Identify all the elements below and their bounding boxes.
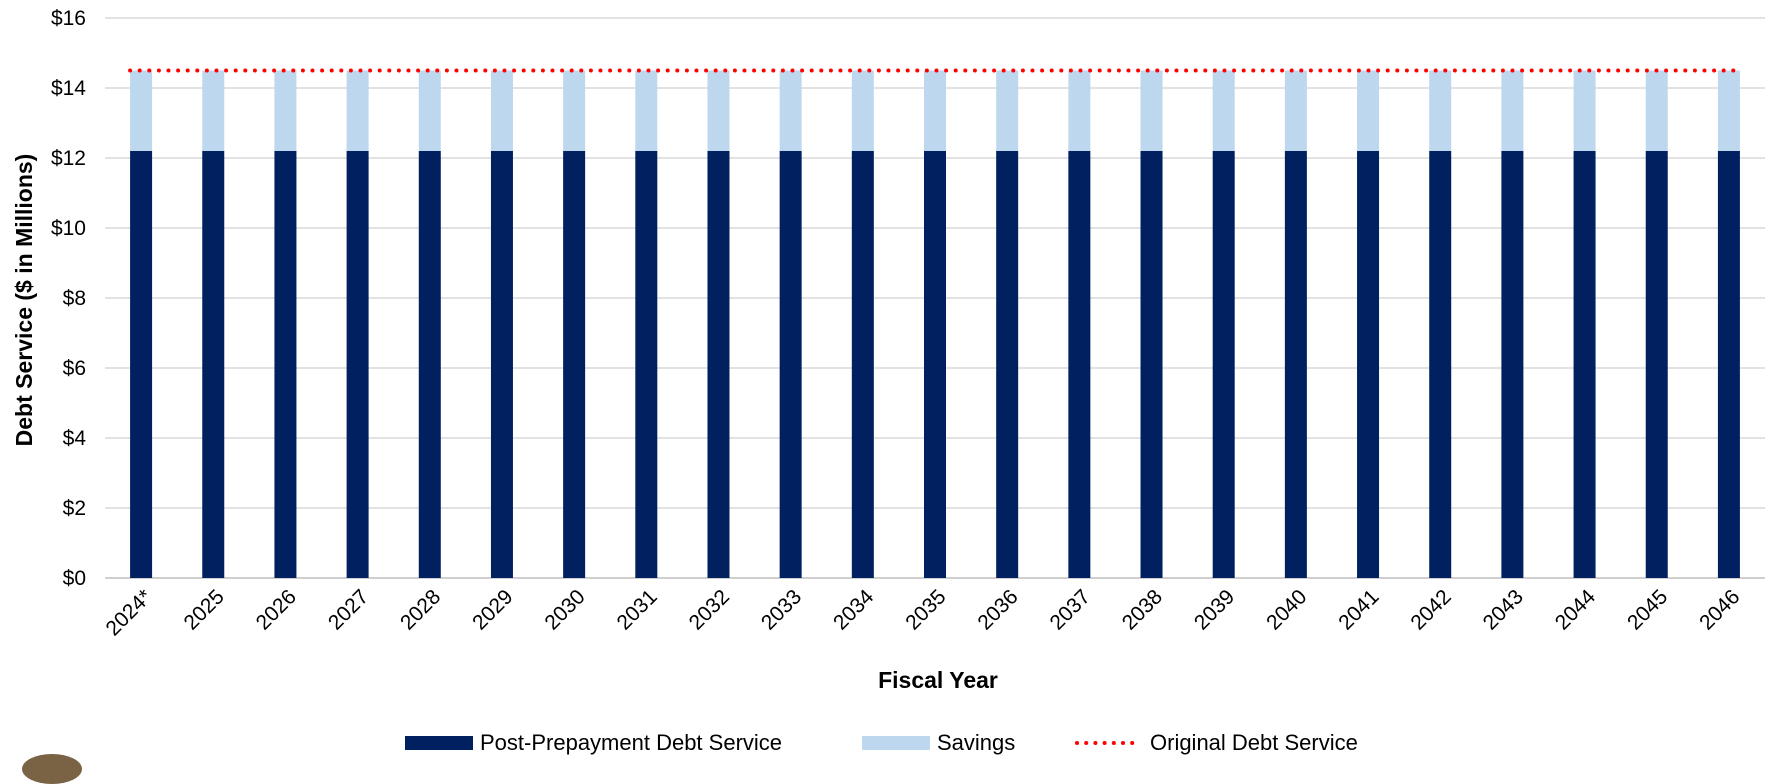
savings-bar bbox=[1717, 70, 1740, 151]
savings-bar bbox=[1140, 70, 1163, 151]
post-prepayment-bar bbox=[418, 151, 441, 578]
post-prepayment-bar bbox=[1284, 151, 1307, 578]
post-prepayment-bar bbox=[1501, 151, 1524, 578]
post-prepayment-bar bbox=[635, 151, 658, 578]
post-prepayment-bar bbox=[202, 151, 225, 578]
y-axis-title: Debt Service ($ in Millions) bbox=[11, 154, 37, 447]
debt-service-chart: $0 $2 $4 $6 $8 $10 $12 $14 $16 2024* 2025 2026 2027… bbox=[11, 7, 1765, 784]
x-tick-label: 2039 bbox=[1190, 585, 1239, 634]
savings-bar bbox=[490, 70, 513, 151]
savings-bar bbox=[707, 70, 730, 151]
y-tick-label: $12 bbox=[51, 147, 86, 170]
post-prepayment-bar bbox=[1140, 151, 1163, 578]
savings-bar bbox=[851, 70, 874, 151]
x-tick-label: 2040 bbox=[1262, 585, 1311, 634]
x-tick-label: 2043 bbox=[1479, 585, 1528, 634]
x-tick-label: 2032 bbox=[685, 585, 734, 634]
savings-bar bbox=[274, 70, 297, 151]
x-tick-label: 2031 bbox=[613, 585, 662, 634]
x-tick-label: 2041 bbox=[1334, 585, 1383, 634]
x-tick-label: 2044 bbox=[1551, 585, 1601, 635]
savings-bar bbox=[130, 70, 153, 151]
y-tick-label: $2 bbox=[63, 497, 86, 520]
x-tick-label: 2025 bbox=[179, 585, 228, 634]
savings-bar bbox=[996, 70, 1019, 151]
savings-bar bbox=[1645, 70, 1668, 151]
legend-label: Savings bbox=[937, 730, 1015, 755]
savings-bar bbox=[346, 70, 369, 151]
savings-bar bbox=[1212, 70, 1235, 151]
post-prepayment-bar bbox=[1717, 151, 1740, 578]
legend-swatch bbox=[405, 736, 473, 750]
y-tick-label: $16 bbox=[51, 7, 86, 30]
savings-bar bbox=[779, 70, 802, 151]
chart-svg: $0 $2 $4 $6 $8 $10 $12 $14 $16 2024* 2025 2026 2027… bbox=[11, 7, 1765, 755]
x-tick-label: 2029 bbox=[468, 585, 517, 634]
y-tick-label: $8 bbox=[63, 287, 86, 310]
savings-bar bbox=[418, 70, 441, 151]
x-tick-label: 2027 bbox=[324, 585, 373, 634]
post-prepayment-bar bbox=[346, 151, 369, 578]
y-tick-label: $10 bbox=[51, 217, 86, 240]
y-tick-label: $0 bbox=[63, 567, 86, 590]
legend-swatch bbox=[862, 736, 930, 750]
post-prepayment-bar bbox=[1212, 151, 1235, 578]
savings-bar bbox=[1573, 70, 1596, 151]
x-tick-label: 2034 bbox=[829, 585, 879, 635]
post-prepayment-bar bbox=[1645, 151, 1668, 578]
post-prepayment-bar bbox=[779, 151, 802, 578]
x-tick-label: 2038 bbox=[1118, 585, 1167, 634]
y-tick-label: $4 bbox=[63, 427, 87, 450]
post-prepayment-bar bbox=[130, 151, 153, 578]
post-prepayment-bar bbox=[1573, 151, 1596, 578]
y-tick-label: $14 bbox=[51, 77, 86, 100]
savings-bar bbox=[202, 70, 225, 151]
x-tick-label: 2026 bbox=[252, 585, 301, 634]
savings-bar bbox=[924, 70, 946, 151]
x-axis-title: Fiscal Year bbox=[878, 667, 998, 693]
corner-logo-fragment bbox=[22, 754, 82, 784]
savings-bar bbox=[1429, 70, 1452, 151]
savings-bar bbox=[1284, 70, 1307, 151]
x-tick-label: 2046 bbox=[1695, 585, 1744, 634]
legend-label: Original Debt Service bbox=[1150, 730, 1358, 755]
post-prepayment-bar bbox=[1429, 151, 1452, 578]
post-prepayment-bar bbox=[274, 151, 297, 578]
savings-bar bbox=[635, 70, 658, 151]
x-tick-label: 2042 bbox=[1406, 585, 1455, 634]
y-axis-ticks: $0 $2 $4 $6 $8 $10 $12 $14 $16 bbox=[51, 7, 86, 590]
y-tick-label: $6 bbox=[63, 357, 86, 380]
x-tick-label: 2036 bbox=[973, 585, 1022, 634]
x-tick-label: 2028 bbox=[396, 585, 445, 634]
x-tick-label: 2024* bbox=[102, 585, 157, 640]
post-prepayment-bar bbox=[924, 151, 946, 578]
savings-bar bbox=[1501, 70, 1524, 151]
legend-label: Post-Prepayment Debt Service bbox=[480, 730, 782, 755]
x-tick-label: 2045 bbox=[1623, 585, 1672, 634]
post-prepayment-bar bbox=[490, 151, 513, 578]
x-tick-label: 2033 bbox=[757, 585, 806, 634]
savings-bar bbox=[563, 70, 586, 151]
x-tick-label: 2037 bbox=[1046, 585, 1095, 634]
legend: Post-Prepayment Debt Service Savings Origi… bbox=[405, 730, 1358, 755]
bar-marks bbox=[130, 70, 1740, 578]
savings-bar bbox=[1357, 70, 1380, 151]
post-prepayment-bar bbox=[851, 151, 874, 578]
x-tick-label: 2035 bbox=[901, 585, 950, 634]
savings-bar bbox=[1068, 70, 1091, 151]
post-prepayment-bar bbox=[563, 151, 586, 578]
post-prepayment-bar bbox=[1357, 151, 1380, 578]
x-tick-label: 2030 bbox=[540, 585, 589, 634]
post-prepayment-bar bbox=[707, 151, 730, 578]
x-axis-ticks: 2024* 2025 2026 2027 2028 2029 2030 2031 2032 203… bbox=[102, 585, 1745, 640]
post-prepayment-bar bbox=[1068, 151, 1091, 578]
post-prepayment-bar bbox=[996, 151, 1019, 578]
